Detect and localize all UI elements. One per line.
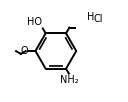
Text: NH₂: NH₂ bbox=[60, 75, 78, 85]
Text: HO: HO bbox=[27, 17, 42, 27]
Text: H: H bbox=[87, 12, 94, 22]
Text: Cl: Cl bbox=[94, 14, 103, 24]
Text: O: O bbox=[20, 46, 28, 56]
